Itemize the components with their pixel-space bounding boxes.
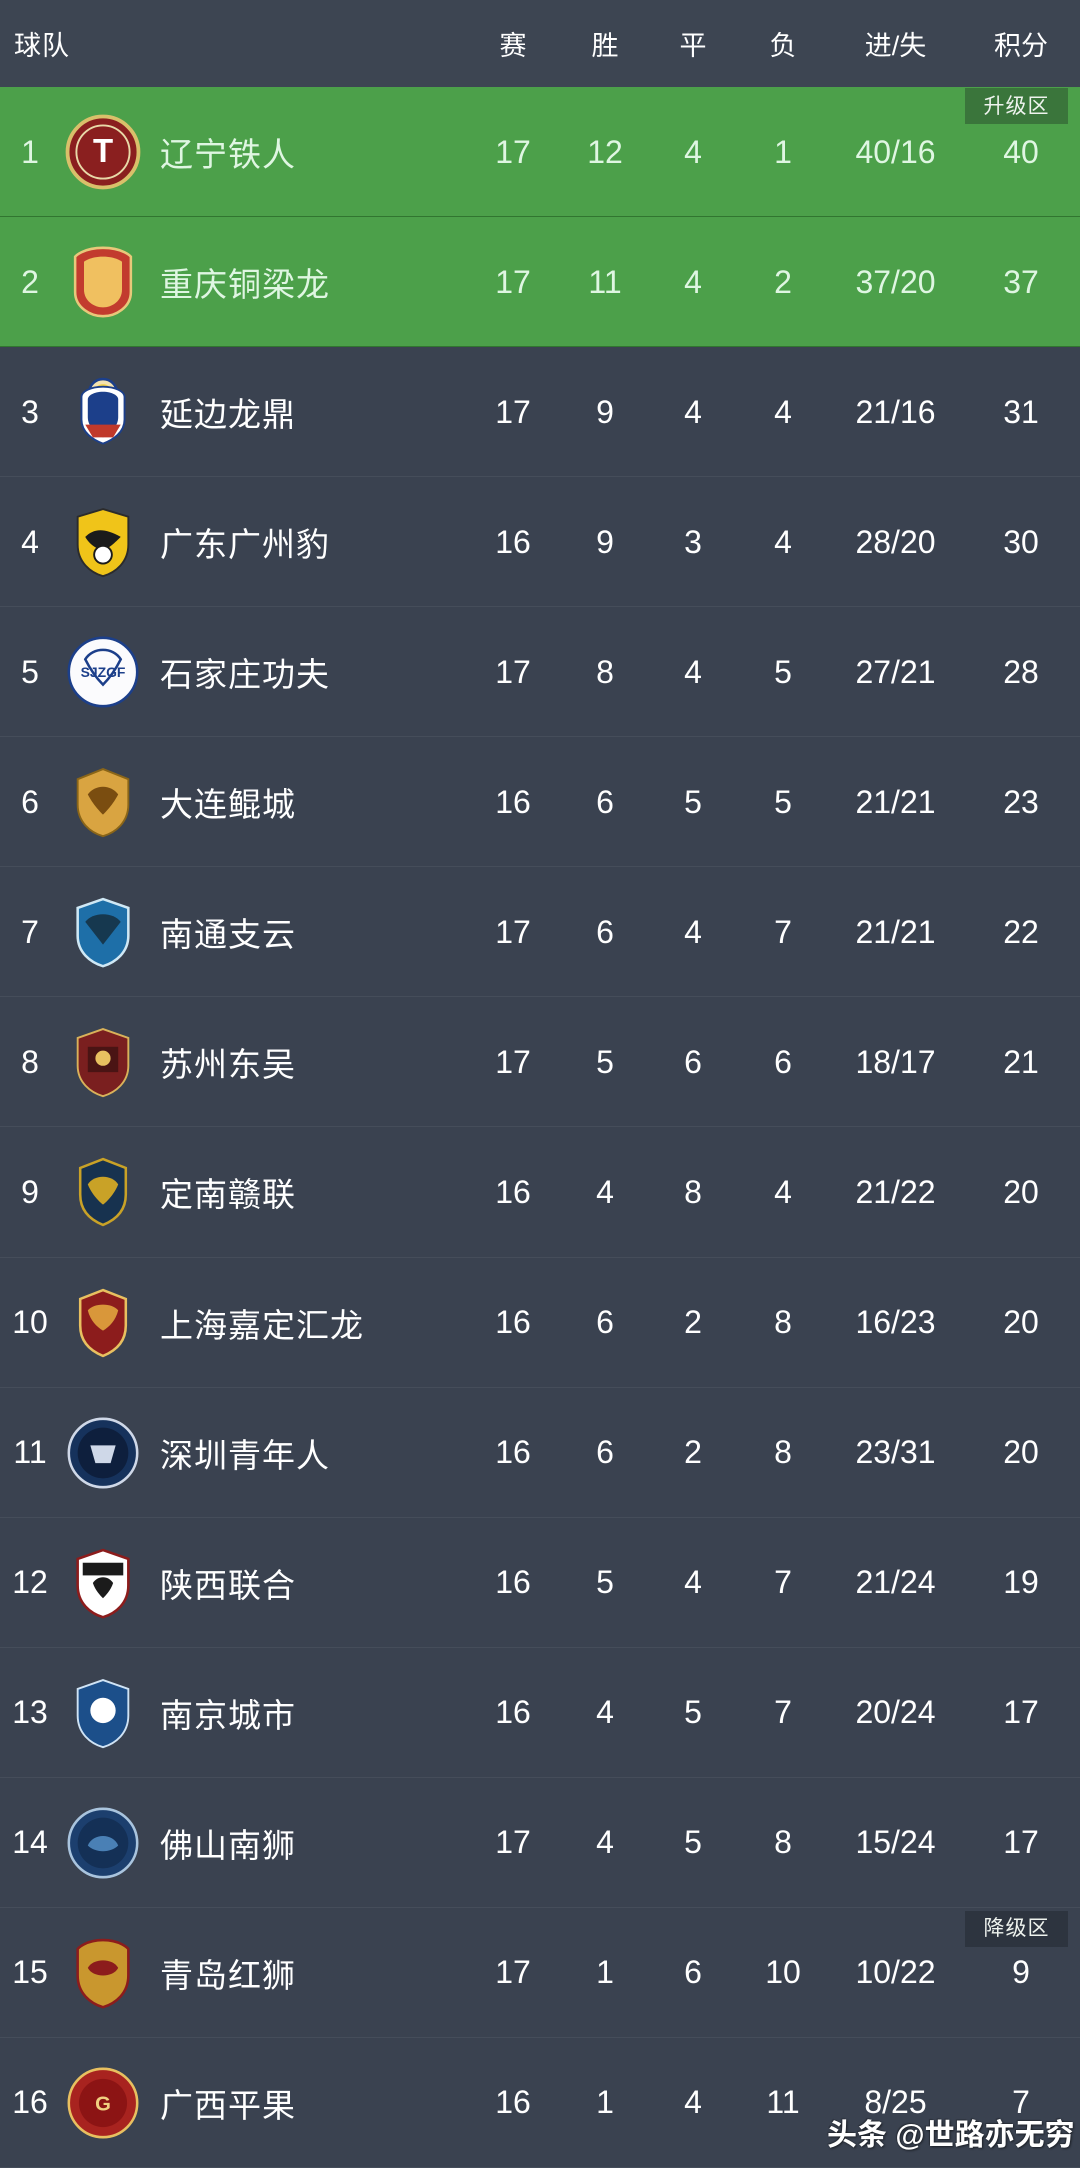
svg-text:G: G xyxy=(95,2094,111,2116)
svg-text:T: T xyxy=(93,132,113,169)
svg-text:SJZGF: SJZGF xyxy=(81,664,126,680)
